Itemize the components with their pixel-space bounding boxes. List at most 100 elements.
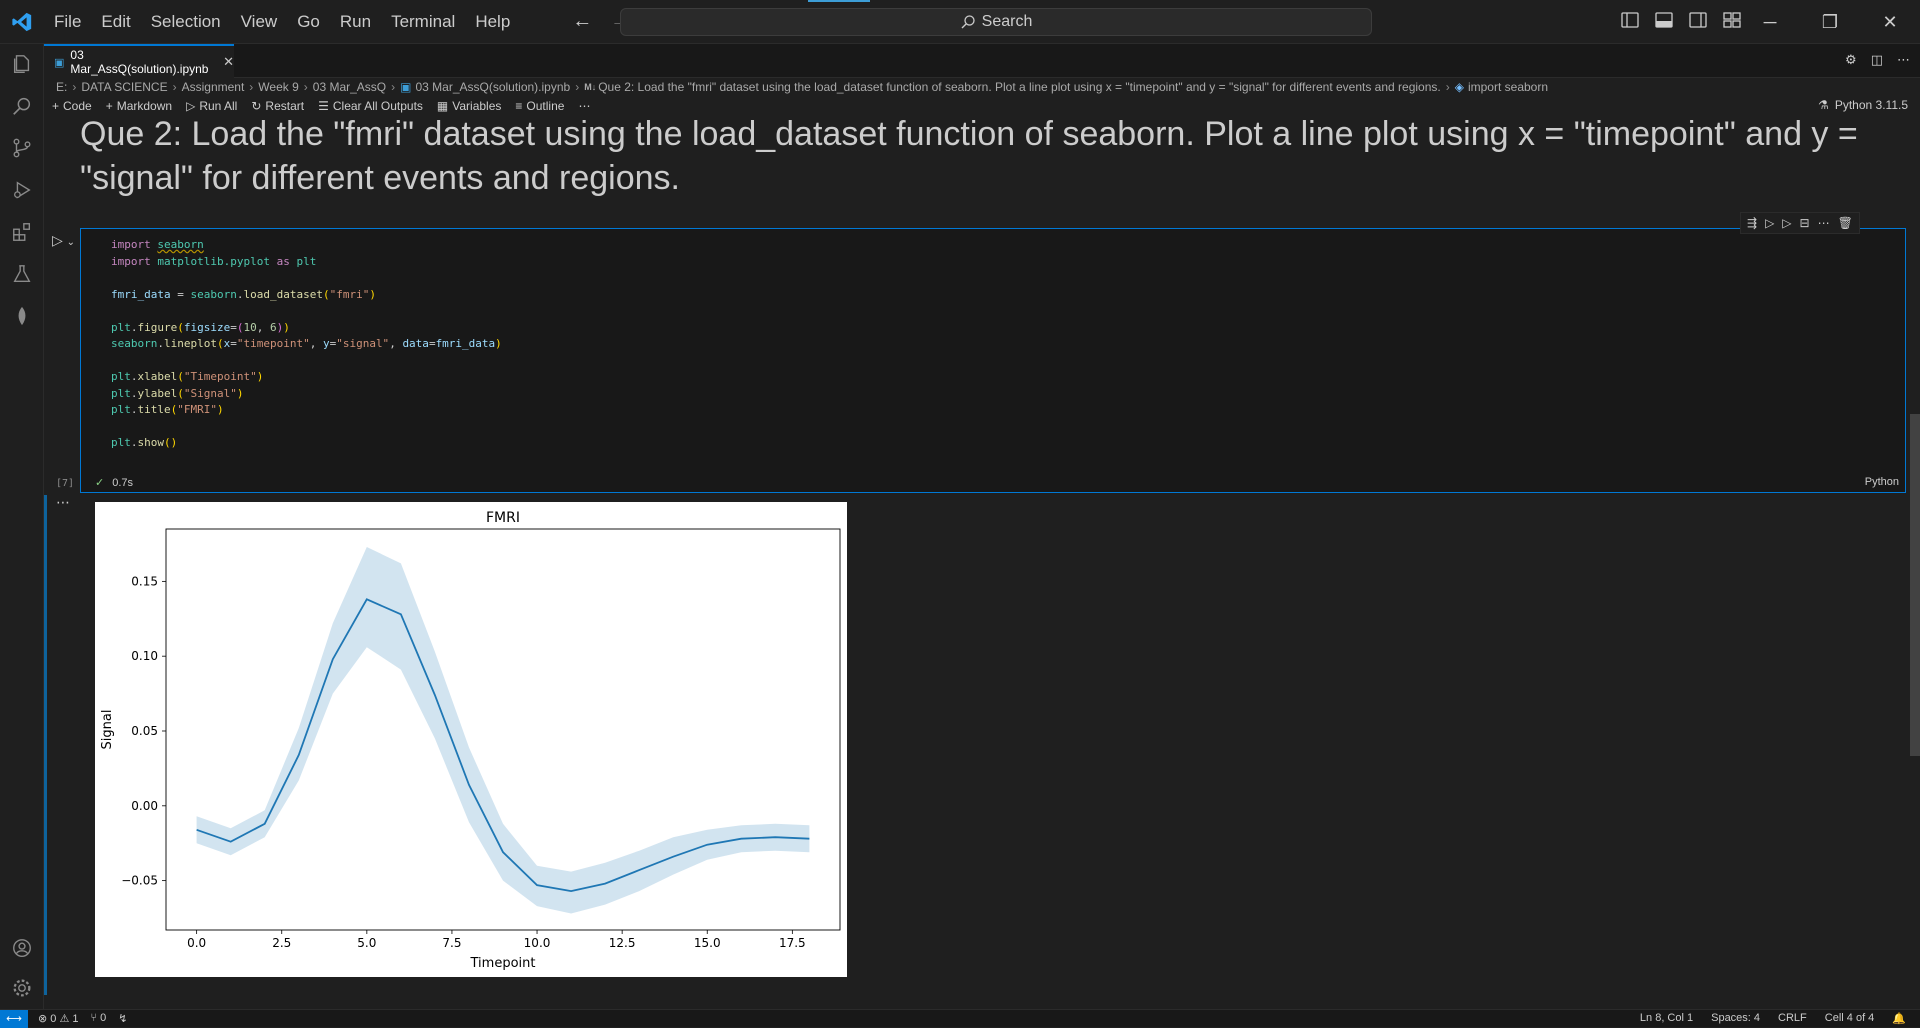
menu-go[interactable]: Go <box>297 11 320 31</box>
x-tick-label: 7.5 <box>442 936 461 950</box>
confidence-band <box>196 547 810 914</box>
remote-indicator-icon[interactable]: ⟷ <box>0 1009 28 1028</box>
execution-count: [7] <box>56 478 75 489</box>
run-by-line-icon[interactable]: ⇶ <box>1747 216 1758 230</box>
menu-selection[interactable]: Selection <box>150 11 221 31</box>
x-tick-label: 0.0 <box>187 936 206 950</box>
toggle-primary-sidebar-icon[interactable] <box>1620 10 1640 30</box>
end-of-line[interactable]: CRLF <box>1778 1012 1807 1024</box>
kernel-icon: ⚗ <box>1818 98 1829 112</box>
indentation[interactable]: Spaces: 4 <box>1711 1012 1761 1024</box>
customize-layout-icon[interactable] <box>1722 10 1742 30</box>
editor-scrollbar[interactable] <box>1910 78 1920 1008</box>
close-window-icon[interactable]: ✕ <box>1882 11 1898 32</box>
run-debug-icon[interactable] <box>8 176 36 204</box>
code-editor[interactable]: import seaborn import matplotlib.pyplot … <box>111 238 502 449</box>
cell-indicator[interactable]: Cell 4 of 4 <box>1824 1012 1875 1024</box>
restart-button[interactable]: ↻ Restart <box>251 99 304 113</box>
breadcrumb-item[interactable]: import seaborn <box>1467 80 1549 94</box>
x-tick-label: 17.5 <box>779 936 806 950</box>
kernel-picker[interactable]: ⚗ Python 3.11.5 <box>1818 98 1908 112</box>
variables-button[interactable]: ▦ Variables <box>437 99 501 113</box>
clear-outputs-button[interactable]: ☰ Clear All Outputs <box>318 99 423 113</box>
cell-execution-status: ✓ 0.7s <box>95 476 133 490</box>
run-options-chevron-icon[interactable]: ⌄ <box>66 237 76 248</box>
outline-label: Outline <box>526 99 565 113</box>
accounts-icon[interactable] <box>8 934 36 962</box>
x-axis-label: Timepoint <box>470 956 536 971</box>
variables-icon: ▦ <box>436 99 449 113</box>
x-tick-label: 10.0 <box>524 936 551 950</box>
plus-icon: + <box>105 99 113 113</box>
tab-label: 03 Mar_AssQ(solution).ipynb <box>70 48 209 76</box>
search-icon <box>961 15 975 29</box>
minimize-icon[interactable]: ─ <box>1763 11 1777 32</box>
toolbar-more-icon[interactable]: ⋯ <box>578 99 591 113</box>
breadcrumb-item[interactable]: 03 Mar_AssQ <box>312 80 387 94</box>
plot-output: 0.0 2.5 5.0 7.5 10.0 12.5 15.0 17.5 −0.05 0.00 0.0… <box>95 502 847 977</box>
breadcrumb-item[interactable]: Que 2: Load the "fmri" dataset using the… <box>598 80 1441 94</box>
tab-notebook[interactable]: ▣ 03 Mar_AssQ(solution).ipynb ✕ <box>44 44 234 78</box>
status-bar: ⟷ ⊗ 0 ⚠ 1 ⑂ 0 ↯ Ln 8, Col 1 Spaces: 4 CR… <box>0 1009 1920 1028</box>
markdown-cell-heading[interactable]: Que 2: Load the "fmri" dataset using the… <box>80 115 1858 197</box>
code-cell[interactable]: import seaborn import matplotlib.pyplot … <box>80 228 1906 493</box>
manage-gear-icon[interactable] <box>8 974 36 1002</box>
toggle-secondary-sidebar-icon[interactable] <box>1688 10 1708 30</box>
x-tick-label: 12.5 <box>609 936 636 950</box>
y-axis-label: Signal <box>100 710 115 750</box>
source-control-icon[interactable] <box>8 134 36 162</box>
output-actions-icon[interactable]: ⋯ <box>56 494 70 510</box>
mongodb-leaf-icon[interactable] <box>8 302 36 330</box>
toggle-panel-icon[interactable] <box>1654 10 1674 30</box>
execute-below-icon[interactable]: ▷ <box>1782 216 1792 230</box>
outline-button[interactable]: ≡ Outline <box>515 99 564 113</box>
extensions-icon[interactable] <box>8 218 36 246</box>
menu-file[interactable]: File <box>54 11 82 31</box>
y-tick-label: −0.05 <box>121 874 158 888</box>
breadcrumb-item[interactable]: DATA SCIENCE <box>81 80 168 94</box>
cursor-position[interactable]: Ln 8, Col 1 <box>1639 1012 1694 1024</box>
x-tick-label: 2.5 <box>272 936 291 950</box>
cell-language-label[interactable]: Python <box>1864 476 1899 488</box>
restore-icon[interactable]: ❐ <box>1821 11 1839 32</box>
breadcrumb-item[interactable]: Assignment <box>181 80 245 94</box>
add-code-cell-button[interactable]: + Code <box>52 99 92 113</box>
run-all-button[interactable]: ▷ Run All <box>186 99 237 113</box>
menu-edit[interactable]: Edit <box>101 11 131 31</box>
live-share-icon[interactable]: ↯ <box>118 1013 128 1025</box>
editor-actions: ⚙ ◫ ⋯ <box>1845 52 1910 68</box>
breadcrumb-item[interactable]: Week 9 <box>258 80 299 94</box>
execute-above-icon[interactable]: ▷ <box>1765 216 1775 230</box>
explorer-icon[interactable] <box>8 50 36 78</box>
scrollbar-thumb[interactable] <box>1910 414 1920 756</box>
menu-view[interactable]: View <box>240 11 278 31</box>
testing-flask-icon[interactable] <box>8 260 36 288</box>
breadcrumb-item[interactable]: 03 Mar_AssQ(solution).ipynb <box>415 80 571 94</box>
run-cell-button[interactable]: ▷ ⌄ <box>52 232 76 248</box>
notebook-settings-gear-icon[interactable]: ⚙ <box>1845 52 1857 67</box>
warnings-count: 1 <box>72 1013 79 1025</box>
command-search-box[interactable]: Search <box>620 8 1372 36</box>
cell-more-icon[interactable]: ⋯ <box>1817 216 1830 230</box>
menu-run[interactable]: Run <box>339 11 372 31</box>
problems-indicator[interactable]: ⊗ 0 ⚠ 1 <box>38 1013 79 1025</box>
more-actions-icon[interactable]: ⋯ <box>1897 52 1910 67</box>
back-arrow-icon[interactable]: ← <box>572 10 593 32</box>
run-all-label: Run All <box>199 99 238 113</box>
menu-help[interactable]: Help <box>475 11 511 31</box>
add-markdown-cell-button[interactable]: + Markdown <box>106 99 172 113</box>
notifications-bell-icon[interactable]: 🔔 <box>1892 1013 1906 1025</box>
ports-count: 0 <box>100 1012 107 1024</box>
breadcrumb-item[interactable]: E: <box>56 80 68 94</box>
x-tick-label: 5.0 <box>357 936 376 950</box>
y-tick-label: 0.05 <box>131 724 158 738</box>
restart-label: Restart <box>265 99 305 113</box>
cell-status-bar: ✓ 0.7s Python <box>81 472 1905 492</box>
menu-terminal[interactable]: Terminal <box>391 11 456 31</box>
close-tab-icon[interactable]: ✕ <box>223 54 234 69</box>
split-cell-icon[interactable]: ⊟ <box>1799 216 1810 230</box>
delete-cell-icon[interactable]: 🗑 <box>1837 216 1853 230</box>
ports-indicator[interactable]: ⑂ 0 <box>90 1012 107 1024</box>
split-editor-icon[interactable]: ◫ <box>1870 52 1883 67</box>
search-sidebar-icon[interactable] <box>8 92 36 120</box>
